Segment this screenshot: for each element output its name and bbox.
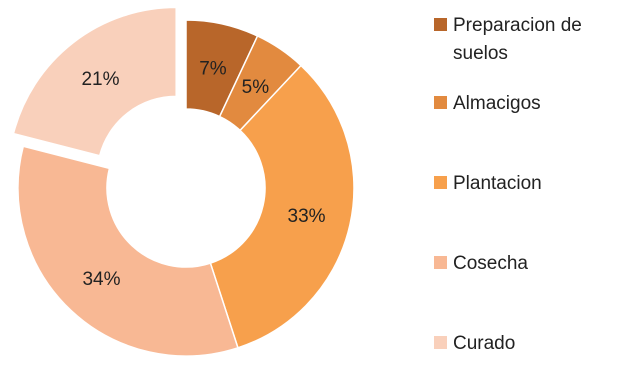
- legend-item-plantacion: Plantacion: [434, 170, 613, 198]
- legend-swatch-plantacion: [434, 176, 447, 189]
- legend-item-almacigos: Almacigos: [434, 90, 613, 118]
- data-label-curado: 21%: [81, 69, 119, 90]
- legend-swatch-almacigos: [434, 96, 447, 109]
- legend-label-almacigos: Almacigos: [453, 93, 541, 114]
- legend-label-curado: Curado: [453, 333, 516, 354]
- slice-plantacion: [209, 64, 355, 349]
- legend-label-cosecha: Cosecha: [453, 253, 528, 274]
- data-label-cosecha: 34%: [82, 269, 120, 290]
- legend-item-curado: Curado: [434, 330, 613, 358]
- legend-item-preparacion-de-suelos: Preparacion de suelos: [434, 12, 613, 68]
- legend-swatch-curado: [434, 336, 447, 349]
- data-label-plantacion: 33%: [288, 206, 326, 227]
- legend: Preparacion de suelos Almacigos Plantacion…: [434, 0, 619, 360]
- legend-swatch-cosecha: [434, 256, 447, 269]
- data-label-almacigos: 5%: [242, 77, 270, 98]
- legend-item-cosecha: Cosecha: [434, 250, 613, 278]
- slice-cosecha: [17, 145, 239, 357]
- slice-curado: [12, 6, 177, 157]
- legend-swatch-preparacion-de-suelos: [434, 18, 447, 31]
- legend-label-plantacion: Plantacion: [453, 173, 542, 194]
- data-label-preparacion-de-suelos: 7%: [199, 58, 227, 79]
- legend-label-preparacion-de-suelos: Preparacion de suelos: [453, 15, 582, 64]
